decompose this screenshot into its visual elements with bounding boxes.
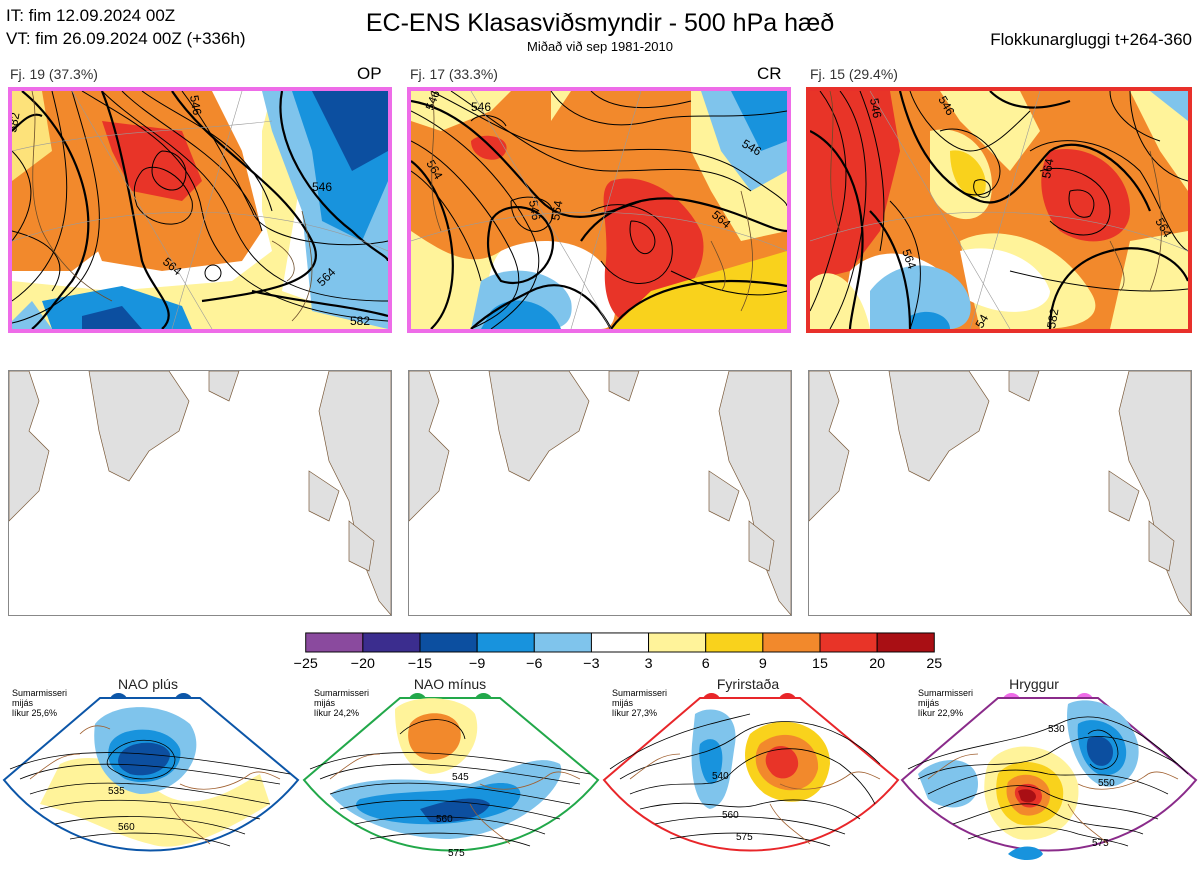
cluster-2-contour-label: 546	[471, 100, 491, 114]
regime-4-map: 530 550 575	[900, 697, 1198, 860]
cluster-2-contour-label: 564	[548, 199, 565, 221]
regime-4-info: Sumarmisseri mijás líkur 22,9%	[918, 688, 973, 718]
colorbar-tick-label: −20	[351, 656, 375, 672]
cluster-2-label: Fj. 17 (33.3%)	[410, 66, 498, 82]
regime-2-season: Sumarmisseri	[314, 688, 370, 698]
regime-1-basis: mijás	[12, 698, 34, 708]
cluster-3-contour-label: 546	[867, 97, 884, 119]
valid-time: VT: fim 26.09.2024 00Z (+336h)	[6, 29, 246, 48]
colorbar-cell	[533, 632, 592, 653]
colorbar-tick-label: −15	[408, 656, 432, 672]
regime-4-basis: mijás	[918, 698, 940, 708]
colorbar-tick-label: 3	[645, 656, 653, 672]
colorbar-tick-label: 25	[926, 656, 942, 672]
anomaly-map-3	[808, 370, 1192, 616]
cluster-1-contour-label: 546	[312, 180, 332, 194]
cluster-3-label: Fj. 15 (29.4%)	[810, 66, 898, 82]
colorbar-cell	[476, 632, 535, 653]
cluster-1-contour-label: 582	[12, 111, 22, 133]
regime-1-probability: líkur 25,6%	[12, 708, 58, 718]
colorbar-tick-label: −3	[583, 656, 599, 672]
regime-3-contour-label: 575	[736, 832, 753, 843]
regime-4-title: Hryggur	[1009, 676, 1059, 692]
colorbar-tick-label: −25	[294, 656, 318, 672]
regime-3-contour-label: 560	[722, 810, 739, 821]
regime-4-contour-label: 530	[1048, 724, 1065, 735]
cluster-3-map: 546 546 564 564 564 582 54	[806, 87, 1192, 333]
cluster-1-tag: OP	[357, 64, 382, 83]
cluster-2-contour-label: 546	[526, 199, 543, 221]
classification-window: Flokkunargluggi t+264-360	[990, 30, 1192, 49]
cluster-3-contour-label: 582	[1044, 307, 1061, 329]
colorbar-tick-label: 20	[869, 656, 885, 672]
regime-2-contour-label: 560	[436, 814, 453, 825]
colorbar-cell	[362, 632, 421, 653]
cluster-2-map: 564 546 546 564 564 546 546	[407, 87, 791, 333]
regime-2-map: 545 560 575	[302, 697, 600, 859]
colorbar-tick-label: −9	[469, 656, 485, 672]
colorbar-cell	[648, 632, 707, 653]
colorbar: −25 −20 −15 −9 −6 −3 3 6 9 15 20 25	[280, 632, 960, 677]
regimes-row: Sumarmisseri mijás líkur 25,6% NAO plús …	[0, 676, 1200, 871]
regime-3-map: 540 560 575	[602, 697, 900, 852]
colorbar-cell	[705, 632, 764, 653]
header-dates: IT: fim 12.09.2024 00Z VT: fim 26.09.202…	[6, 4, 246, 50]
regime-3-season: Sumarmisseri	[612, 688, 668, 698]
colorbar-cell	[762, 632, 821, 653]
regime-2-probability: líkur 24,2%	[314, 708, 360, 718]
regime-1-map: 535 560	[2, 697, 300, 852]
regime-4-season: Sumarmisseri	[918, 688, 974, 698]
regime-3-probability: líkur 27,3%	[612, 708, 658, 718]
regime-4-probability: líkur 22,9%	[918, 708, 964, 718]
cluster-1-contour-label: 546	[187, 94, 204, 116]
regime-2-info: Sumarmisseri mijás líkur 24,2%	[314, 688, 369, 718]
regime-3-contour-label: 540	[712, 771, 729, 782]
regime-2-title: NAO mínus	[413, 676, 487, 692]
regime-1-contour-label: 535	[108, 786, 125, 797]
regime-3-basis: mijás	[612, 698, 634, 708]
page-subtitle: Miðað við sep 1981-2010	[527, 39, 673, 54]
cluster-2-tag: CR	[757, 64, 782, 83]
cluster-1-contour-label: 582	[350, 314, 370, 328]
regime-3-title: Fyrirstaða	[716, 676, 780, 692]
cluster-1-label: Fj. 19 (37.3%)	[10, 66, 98, 82]
initial-time: IT: fim 12.09.2024 00Z	[6, 6, 176, 25]
colorbar-tick-label: 6	[702, 656, 710, 672]
anomaly-map-1	[8, 370, 392, 616]
regime-3-info: Sumarmisseri mijás líkur 27,3%	[612, 688, 667, 718]
regime-2-basis: mijás	[314, 698, 336, 708]
colorbar-tick-label: −6	[526, 656, 542, 672]
regime-4-contour-label: 550	[1098, 778, 1115, 789]
colorbar-cell	[419, 632, 478, 653]
colorbar-cell	[819, 632, 878, 653]
colorbar-tick-label: 9	[759, 656, 767, 672]
anomaly-map-2	[408, 370, 792, 616]
colorbar-cell	[876, 632, 935, 653]
regime-2-contour-label: 545	[452, 772, 469, 783]
colorbar-tick-label: 15	[812, 656, 828, 672]
colorbar-cell	[305, 632, 364, 653]
cluster-3-contour-label: 564	[1039, 157, 1056, 179]
regime-1-contour-label: 560	[118, 822, 135, 833]
cluster-3-contour-label: 564	[899, 247, 919, 271]
regime-1-title: NAO plús	[118, 676, 178, 692]
page-title: EC-ENS Klasasviðsmyndir - 500 hPa hæð	[365, 9, 835, 37]
regime-1-season: Sumarmisseri	[12, 688, 68, 698]
regime-2-contour-label: 575	[448, 848, 465, 859]
regime-4-contour-label: 575	[1092, 838, 1109, 849]
regime-1-info: Sumarmisseri mijás líkur 25,6%	[12, 688, 67, 718]
cluster-1-map: 582 564 546 564 582 546	[8, 87, 392, 333]
colorbar-cell	[590, 632, 650, 653]
